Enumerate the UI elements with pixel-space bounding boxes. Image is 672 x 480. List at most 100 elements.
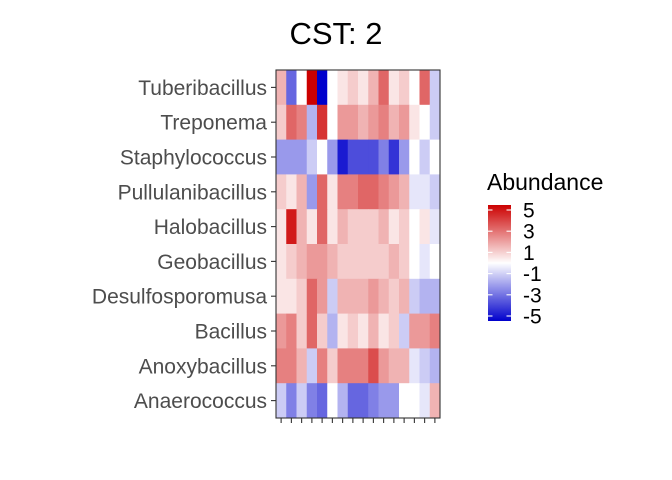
- heatmap-cell: [286, 348, 297, 384]
- heatmap-cell: [317, 313, 328, 349]
- row-label: Geobacillus: [157, 251, 267, 274]
- heatmap-cell: [317, 383, 328, 419]
- heatmap-cell: [368, 278, 379, 314]
- heatmap-cell: [429, 70, 441, 106]
- heatmap-cell: [296, 348, 308, 384]
- heatmap-cell: [399, 139, 410, 175]
- heatmap-cell: [358, 70, 369, 106]
- heatmap-cell: [327, 139, 338, 175]
- heatmap-cell: [276, 244, 287, 280]
- heatmap-cell: [388, 313, 400, 349]
- heatmap-cell: [276, 174, 287, 210]
- heatmap-cell: [409, 313, 420, 349]
- legend-label: 3: [523, 221, 535, 244]
- heatmap-cell: [399, 313, 410, 349]
- heatmap-cell: [347, 174, 359, 210]
- heatmap-cell: [286, 383, 297, 419]
- heatmap-cell: [409, 244, 420, 280]
- heatmap-cell: [296, 313, 308, 349]
- heatmap-cell: [419, 278, 431, 314]
- heatmap-cell: [429, 278, 441, 314]
- heatmap-cell: [358, 139, 369, 175]
- heatmap-cell: [306, 209, 318, 245]
- heatmap-cell: [337, 174, 349, 210]
- legend-label: -3: [523, 284, 542, 307]
- heatmap-cell: [296, 104, 308, 140]
- heatmap-cell: [317, 139, 328, 175]
- heatmap-cell: [317, 348, 328, 384]
- heatmap-cell: [276, 313, 287, 349]
- legend-label: -5: [523, 306, 542, 329]
- heatmap-cell: [368, 313, 379, 349]
- heatmap-cell: [317, 278, 328, 314]
- heatmap-cell: [399, 209, 410, 245]
- heatmap-cell: [337, 104, 349, 140]
- heatmap-cell: [306, 278, 318, 314]
- heatmap-cell: [399, 348, 410, 384]
- heatmap-cell: [388, 70, 400, 106]
- heatmap-cell: [429, 139, 441, 175]
- heatmap-cell: [399, 104, 410, 140]
- heatmap-cell: [368, 209, 379, 245]
- heatmap-cell: [276, 348, 287, 384]
- heatmap-cell: [388, 348, 400, 384]
- heatmap-cell: [337, 139, 349, 175]
- row-labels: Tuberibacillus Treponema Staphylococcus Pul…: [92, 77, 276, 413]
- heatmap-cell: [358, 383, 369, 419]
- heatmap-cell: [327, 209, 338, 245]
- chart-title: CST: 2: [289, 16, 382, 51]
- heatmap-cell: [317, 104, 328, 140]
- heatmap-cell: [358, 244, 369, 280]
- heatmap-cell: [306, 348, 318, 384]
- heatmap-cell: [419, 348, 431, 384]
- heatmap-cell: [368, 174, 379, 210]
- heatmap-cell: [296, 174, 308, 210]
- heatmap-cell: [347, 139, 359, 175]
- heatmap-cell: [317, 70, 328, 106]
- heatmap-cell: [347, 348, 359, 384]
- heatmap-cell: [378, 70, 390, 106]
- heatmap-cell: [306, 70, 318, 106]
- heatmap-cell: [378, 313, 390, 349]
- heatmap-cell: [409, 278, 420, 314]
- heatmap-cell: [306, 139, 318, 175]
- heatmap-cell: [296, 383, 308, 419]
- x-axis-ticks: [280, 418, 436, 423]
- heatmap-cell: [347, 278, 359, 314]
- heatmap-cell: [419, 244, 431, 280]
- heatmap-cell: [286, 278, 297, 314]
- heatmap-cell: [347, 244, 359, 280]
- legend-label: -1: [523, 263, 542, 286]
- legend-label: 1: [523, 242, 535, 265]
- heatmap-cell: [388, 104, 400, 140]
- heatmap-cell: [317, 174, 328, 210]
- heatmap-cell: [419, 383, 431, 419]
- heatmap-cell: [399, 278, 410, 314]
- heatmap-cell: [306, 313, 318, 349]
- heatmap-cell: [337, 70, 349, 106]
- heatmap-cell: [276, 104, 287, 140]
- heatmap-cell: [368, 348, 379, 384]
- legend-title: Abundance: [487, 169, 603, 195]
- heatmap-cell: [419, 313, 431, 349]
- heatmap-cell: [276, 278, 287, 314]
- heatmap-cell: [409, 209, 420, 245]
- heatmap-cell: [276, 70, 287, 106]
- heatmap-cell: [286, 104, 297, 140]
- row-label: Staphylococcus: [120, 147, 267, 170]
- heatmap-cell: [409, 104, 420, 140]
- row-label: Anoxybacillus: [139, 355, 267, 378]
- heatmap-cell: [347, 70, 359, 106]
- heatmap-cell: [409, 348, 420, 384]
- heatmap-cell: [378, 348, 390, 384]
- heatmap-cell: [286, 70, 297, 106]
- row-label: Pullulanibacillus: [118, 181, 267, 204]
- row-label: Anaerococcus: [134, 390, 267, 413]
- panel-border: [275, 69, 441, 419]
- heatmap-cell: [419, 139, 431, 175]
- heatmap-cell: [378, 244, 390, 280]
- heatmap-cell: [419, 104, 431, 140]
- heatmap-cell: [388, 139, 400, 175]
